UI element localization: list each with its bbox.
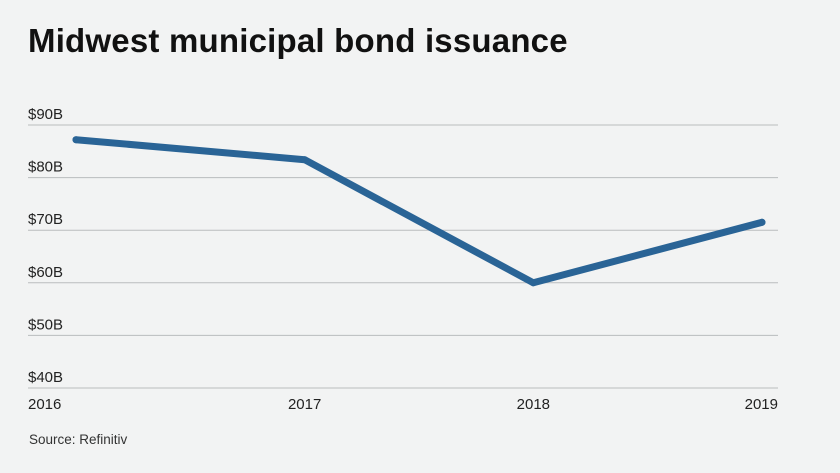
y-tick-label: $60B	[28, 264, 63, 281]
y-tick-label: $50B	[28, 316, 63, 333]
x-tick-label: 2018	[517, 396, 550, 413]
data-point	[301, 156, 309, 164]
y-tick-label: $70B	[28, 211, 63, 228]
data-point	[72, 136, 80, 144]
data-point	[529, 279, 537, 287]
series-line	[72, 136, 766, 287]
x-tick-label: 2019	[745, 396, 778, 413]
source-note: Source: Refinitiv	[29, 432, 128, 447]
x-tick-label: 2017	[288, 396, 321, 413]
data-point	[758, 218, 766, 226]
y-tick-label: $90B	[28, 106, 63, 123]
y-tick-label: $80B	[28, 159, 63, 176]
chart-title: Midwest municipal bond issuance	[28, 22, 568, 59]
x-tick-label: 2016	[28, 396, 61, 413]
y-tick-label: $40B	[28, 369, 63, 386]
